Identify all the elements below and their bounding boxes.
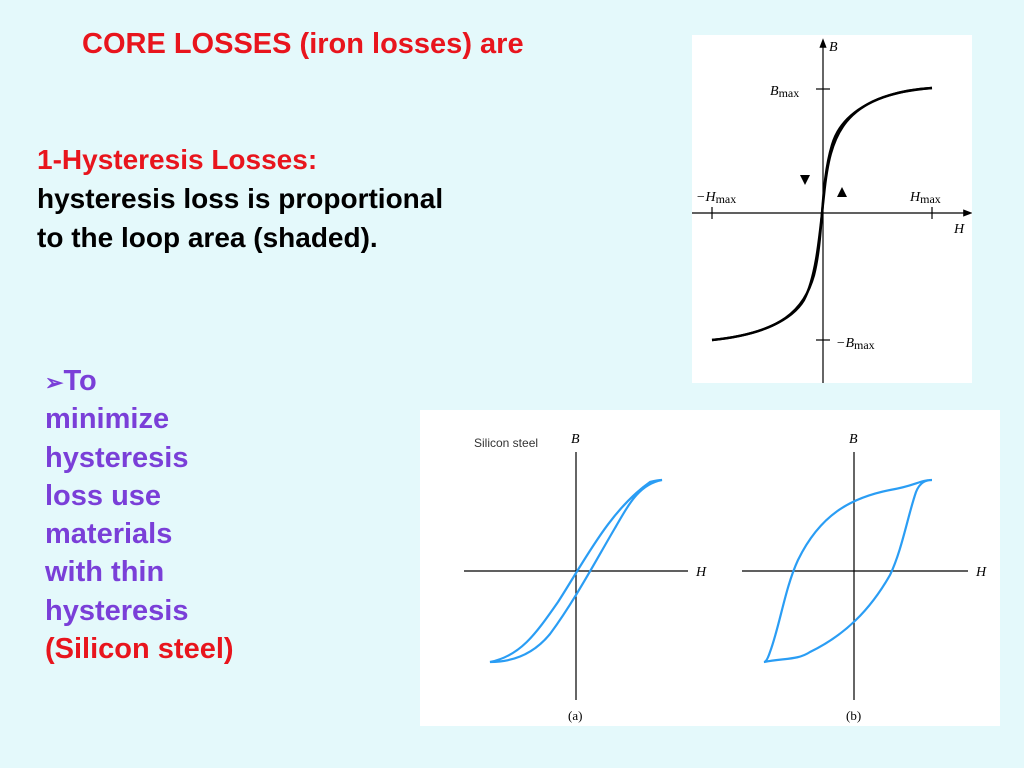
hysteresis-line-2: to the loop area (shaded). — [37, 222, 378, 254]
slide-title: CORE LOSSES (iron losses) are — [82, 28, 524, 60]
wide-loop-curve — [763, 478, 933, 664]
minimize-bullet: ➢To minimize hysteresis loss use materia… — [45, 362, 234, 668]
panel-b-h-label: H — [975, 565, 987, 580]
bullet-line-4: loss use — [45, 479, 162, 512]
down-arrow-icon — [800, 175, 810, 185]
bullet-line-2: minimize — [45, 403, 170, 436]
hysteresis-line-1: hysteresis loss is proportional — [37, 183, 444, 215]
thin-loop-curve — [489, 478, 663, 664]
hysteresis-loop-svg: B H Bmax −Bmax Hmax −Hmax — [692, 38, 972, 383]
caption-a: (a) — [568, 708, 582, 723]
bullet-line-1: ➢To — [45, 365, 97, 397]
h-axis-label: H — [953, 222, 965, 237]
b-max-label: Bmax — [770, 84, 799, 100]
bullet-line-3: hysteresis — [45, 441, 189, 474]
up-arrow-icon — [837, 187, 847, 197]
hysteresis-losses-block: 1-Hysteresis Losses: hysteresis loss is … — [37, 140, 443, 258]
bullet-line-6: with thin — [45, 556, 165, 589]
hysteresis-loop-figure: B H Bmax −Bmax Hmax −Hmax — [692, 35, 972, 383]
panel-a-b-label: B — [571, 432, 580, 447]
h-max-label: Hmax — [909, 190, 941, 206]
panel-b-b-label: B — [849, 432, 858, 447]
neg-b-max-label: −Bmax — [836, 336, 875, 352]
bullet-line-8: (Silicon steel) — [45, 632, 234, 665]
neg-h-max-label: −Hmax — [696, 190, 736, 206]
right-arrow-bullet-icon: ➢ — [45, 370, 64, 395]
panel-a-h-label: H — [695, 565, 707, 580]
silicon-steel-label: Silicon steel — [474, 436, 538, 450]
loop-comparison-figure: Silicon steel B H (a) B H (b) — [420, 410, 1000, 726]
bullet-line-7: hysteresis — [45, 594, 189, 627]
bullet-line-5: materials — [45, 518, 173, 551]
b-axis-label: B — [829, 40, 838, 55]
loop-ascending-branch — [711, 86, 933, 342]
caption-b: (b) — [846, 708, 861, 723]
loop-comparison-svg: Silicon steel B H (a) B H (b) — [464, 432, 987, 723]
hysteresis-heading: 1-Hysteresis Losses: — [37, 144, 318, 175]
